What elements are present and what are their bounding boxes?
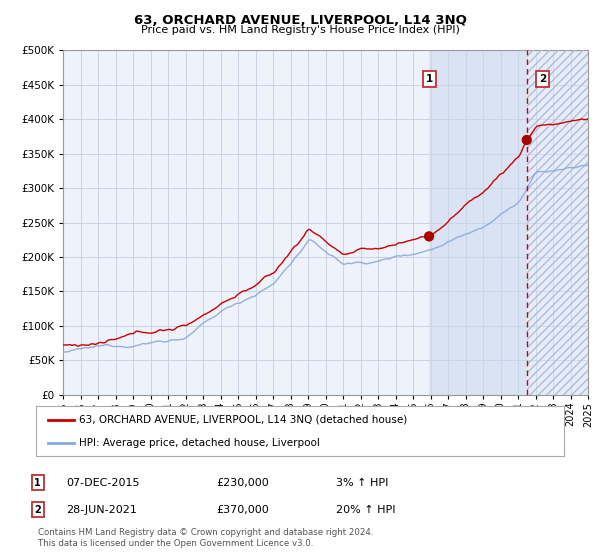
Text: HPI: Average price, detached house, Liverpool: HPI: Average price, detached house, Live…: [79, 438, 320, 448]
Text: Contains HM Land Registry data © Crown copyright and database right 2024.
This d: Contains HM Land Registry data © Crown c…: [38, 528, 373, 548]
Bar: [527, 50, 588, 395]
Text: 07-DEC-2015: 07-DEC-2015: [66, 478, 139, 488]
Bar: [429, 50, 527, 395]
Text: £370,000: £370,000: [216, 505, 269, 515]
Text: £230,000: £230,000: [216, 478, 269, 488]
Text: Price paid vs. HM Land Registry's House Price Index (HPI): Price paid vs. HM Land Registry's House …: [140, 25, 460, 35]
Text: 1: 1: [34, 478, 41, 488]
Text: 63, ORCHARD AVENUE, LIVERPOOL, L14 3NQ (detached house): 63, ORCHARD AVENUE, LIVERPOOL, L14 3NQ (…: [79, 414, 407, 424]
Text: 2: 2: [539, 74, 546, 85]
Text: 2: 2: [34, 505, 41, 515]
Point: [424, 232, 434, 241]
Text: 1: 1: [425, 74, 433, 85]
Text: 3% ↑ HPI: 3% ↑ HPI: [336, 478, 388, 488]
Text: 20% ↑ HPI: 20% ↑ HPI: [336, 505, 395, 515]
Bar: [527, 50, 588, 395]
Text: 28-JUN-2021: 28-JUN-2021: [66, 505, 137, 515]
Point: [522, 136, 532, 144]
Text: 63, ORCHARD AVENUE, LIVERPOOL, L14 3NQ: 63, ORCHARD AVENUE, LIVERPOOL, L14 3NQ: [134, 14, 466, 27]
